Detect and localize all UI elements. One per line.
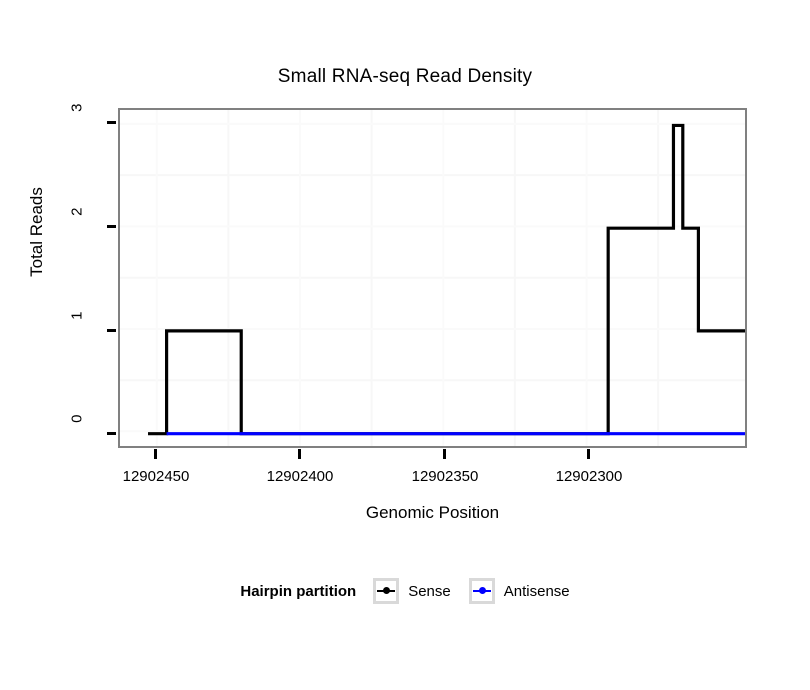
plot-area — [120, 110, 745, 446]
y-tick-label-0: 0 — [68, 414, 86, 423]
x-tick-mark-1 — [154, 449, 157, 459]
x-axis-label: Genomic Position — [365, 503, 500, 522]
y-tick-label-3: 3 — [68, 103, 86, 112]
legend-item-antisense[interactable]: Antisense — [468, 578, 570, 604]
legend-title: Hairpin partition — [240, 582, 357, 600]
x-tick-label-4: 12902300 — [555, 468, 623, 485]
minor-gridlines — [120, 110, 745, 446]
legend: Hairpin partition Sense Antisense — [0, 578, 810, 604]
y-tick-mark-0 — [107, 432, 116, 435]
y-tick-mark-1 — [107, 329, 116, 332]
series-sense — [148, 123, 745, 436]
legend-key-sense-icon — [373, 578, 400, 604]
y-tick-label-1: 1 — [68, 311, 86, 320]
x-tick-label-1: 12902450 — [122, 468, 190, 485]
chart-title: Small RNA-seq Read Density — [277, 66, 533, 87]
y-tick-mark-3 — [107, 121, 116, 124]
legend-label-sense: Sense — [408, 582, 451, 600]
legend-key-antisense-icon — [468, 578, 495, 604]
x-tick-mark-3 — [443, 449, 446, 459]
y-tick-label-2: 2 — [68, 207, 86, 216]
x-tick-label-3: 12902350 — [411, 468, 479, 485]
x-tick-mark-4 — [587, 449, 590, 459]
x-tick-label-2: 12902400 — [266, 468, 334, 485]
legend-label-antisense: Antisense — [503, 582, 570, 600]
plot-panel — [118, 108, 747, 448]
legend-item-sense[interactable]: Sense — [373, 578, 469, 604]
major-gridlines — [120, 110, 745, 446]
y-axis-label: Total Reads — [27, 187, 46, 277]
y-tick-mark-2 — [107, 225, 116, 228]
x-tick-mark-2 — [298, 449, 301, 459]
